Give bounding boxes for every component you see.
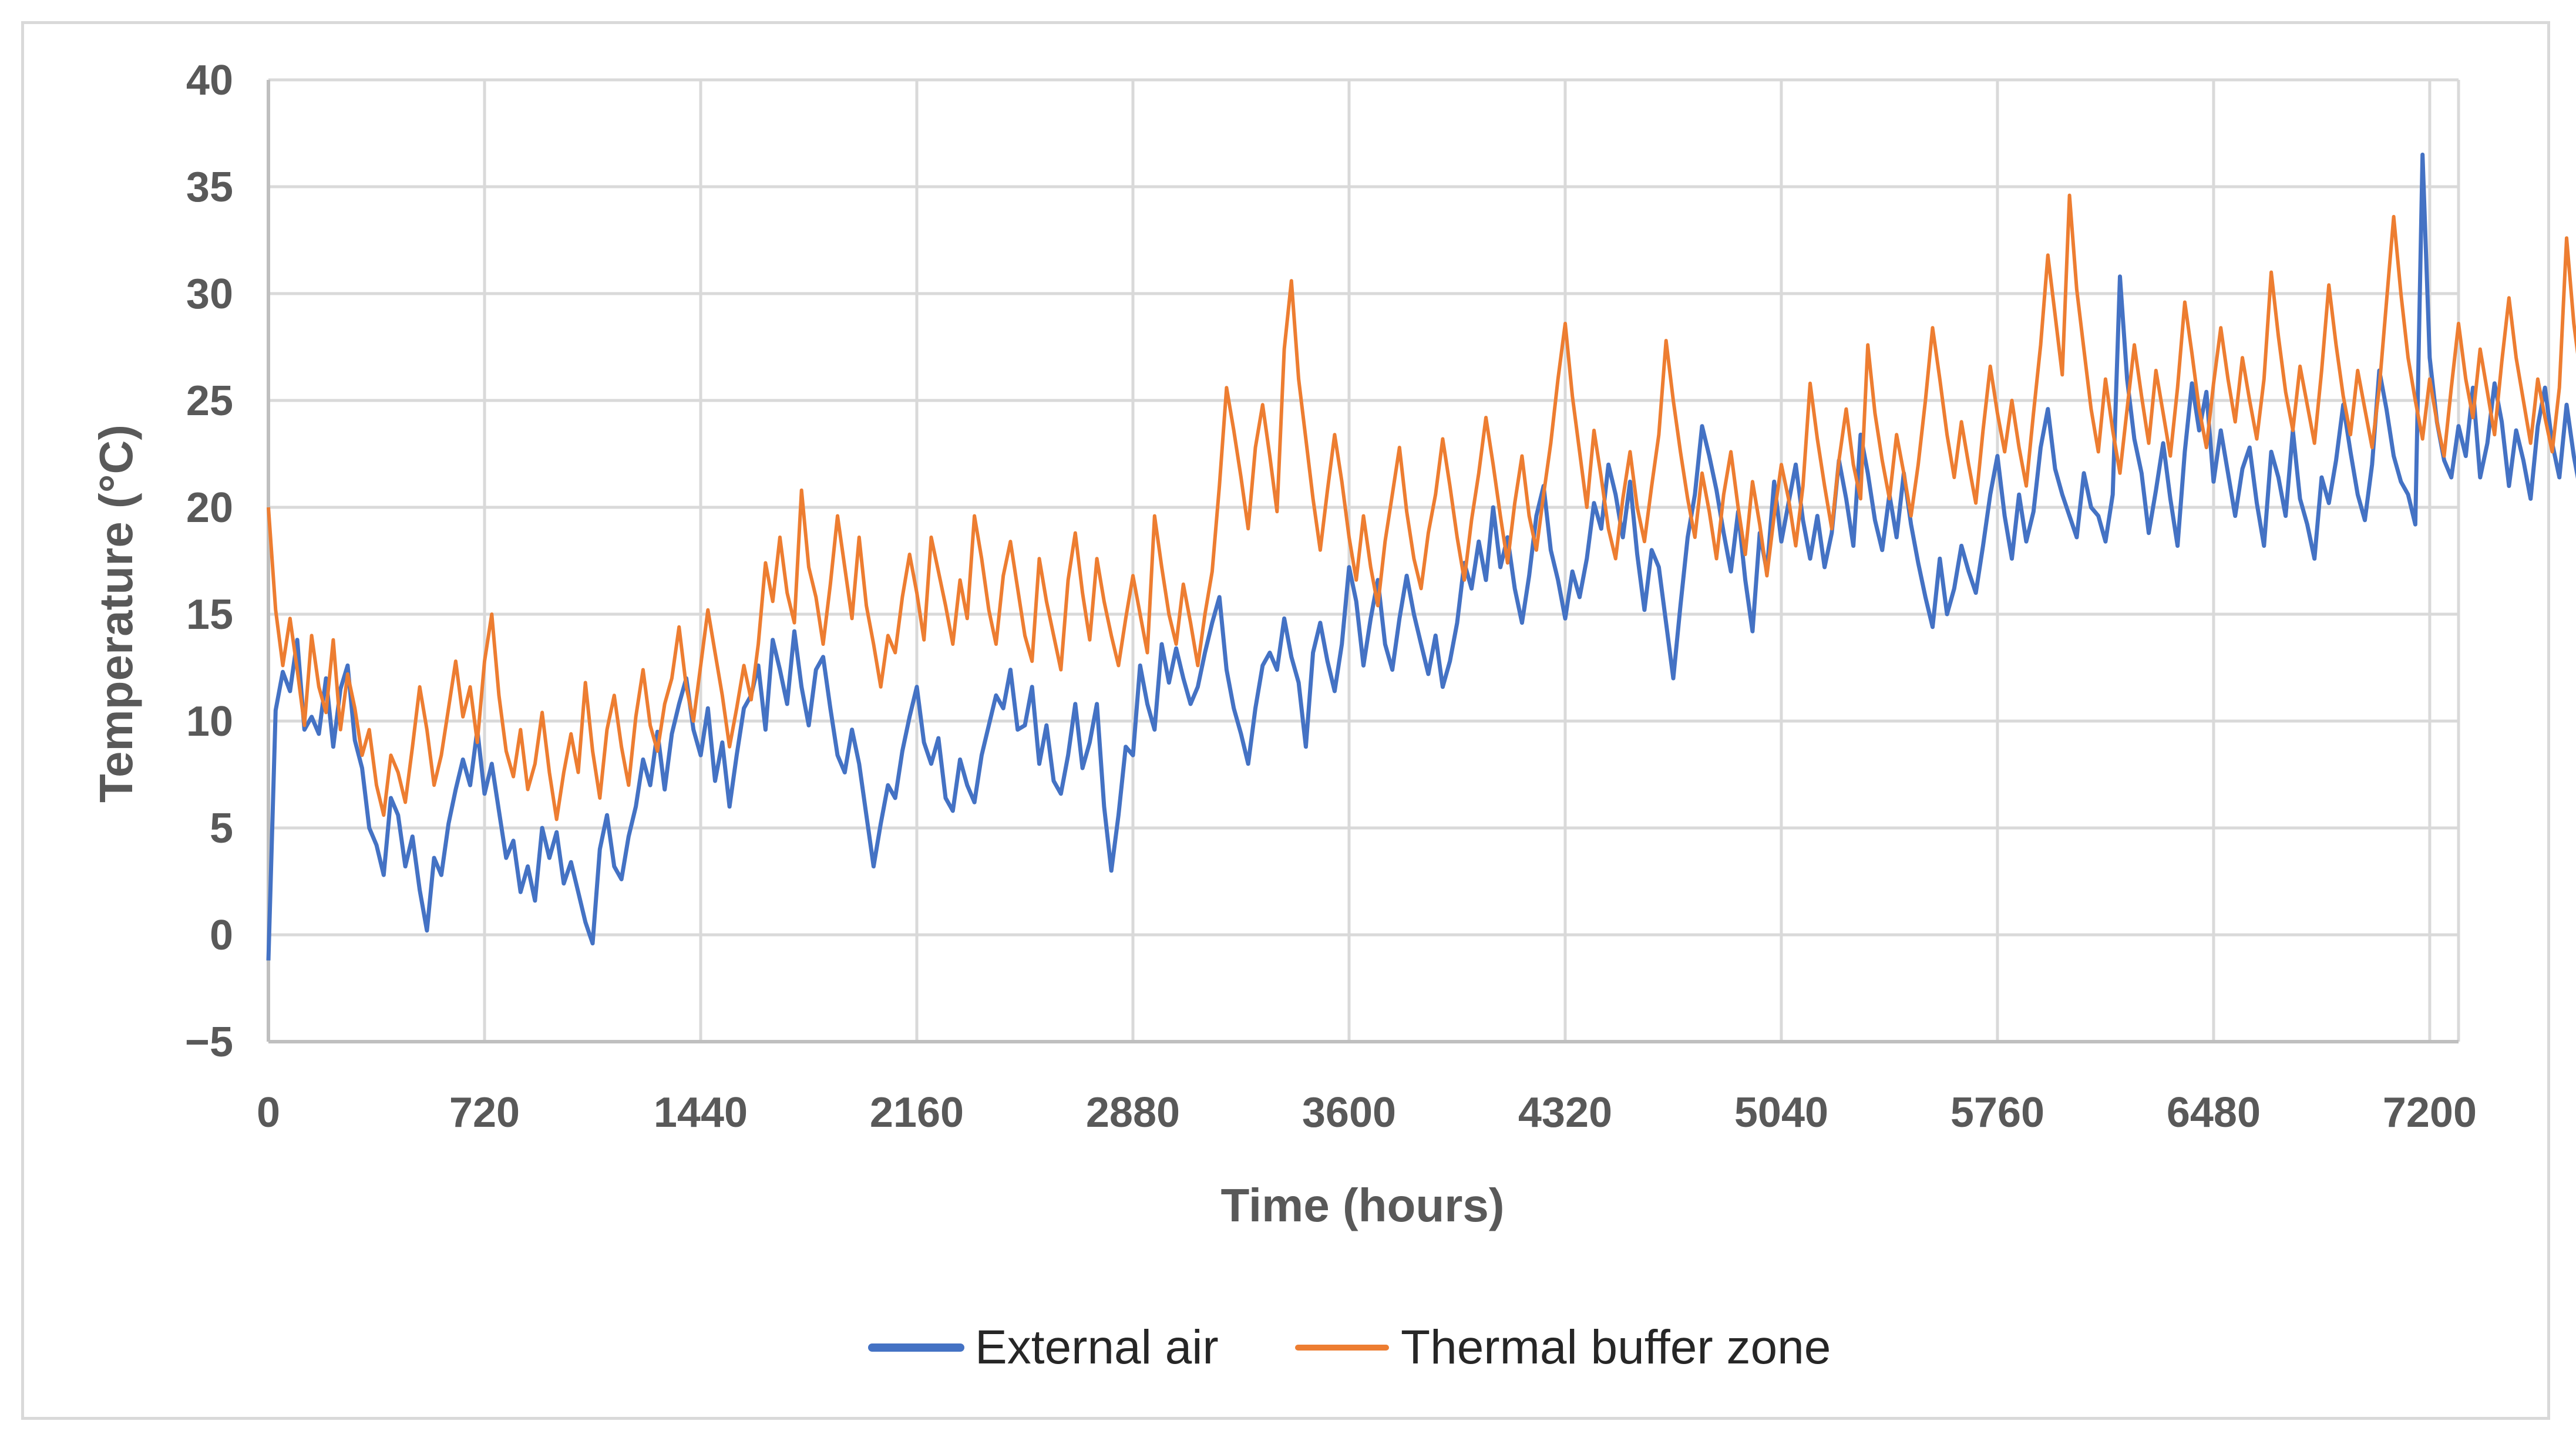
- y-tick-label: 25: [186, 378, 233, 425]
- axis-layer: −5 0 5 10 15 20 25 30 35 40 0 720 1440 2160 2880 3600 43…: [185, 57, 2477, 1136]
- y-tick-label: 15: [186, 591, 233, 638]
- series-line-thermal-buffer-zone: [267, 193, 2576, 821]
- y-tick-label: 40: [186, 57, 233, 104]
- y-tick-label: 10: [186, 698, 233, 745]
- legend-label-thermal-buffer-zone: Thermal buffer zone: [1401, 1321, 1831, 1374]
- x-tick-label: 4320: [1518, 1089, 1612, 1136]
- x-axis-title: Time (hours): [1220, 1179, 1504, 1231]
- y-tick-label: −5: [185, 1019, 233, 1066]
- x-tick-label: 0: [257, 1089, 280, 1136]
- y-tick-label: 30: [186, 271, 233, 318]
- x-tick-label: 2880: [1086, 1089, 1180, 1136]
- x-tick-label: 7200: [2383, 1089, 2477, 1136]
- legend-label-external-air: External air: [975, 1321, 1219, 1374]
- series-line-external-air: [266, 152, 2576, 961]
- x-tick-label: 2160: [870, 1089, 964, 1136]
- legend: External air Thermal buffer zone: [868, 1321, 1831, 1374]
- x-tick-label: 3600: [1302, 1089, 1396, 1136]
- x-tick-label: 5040: [1734, 1089, 1828, 1136]
- x-tick-label: 6480: [2167, 1089, 2261, 1136]
- series-layer: [266, 152, 2576, 961]
- y-axis-title: Temperature (°C): [90, 425, 142, 803]
- y-tick-label: 35: [186, 164, 233, 211]
- x-tick-label: 720: [449, 1089, 520, 1136]
- x-tick-label: 1440: [654, 1089, 748, 1136]
- y-tick-label: 5: [210, 805, 233, 852]
- y-tick-label: 0: [210, 912, 233, 959]
- y-tick-label: 20: [186, 484, 233, 531]
- x-tick-label: 5760: [1951, 1089, 2044, 1136]
